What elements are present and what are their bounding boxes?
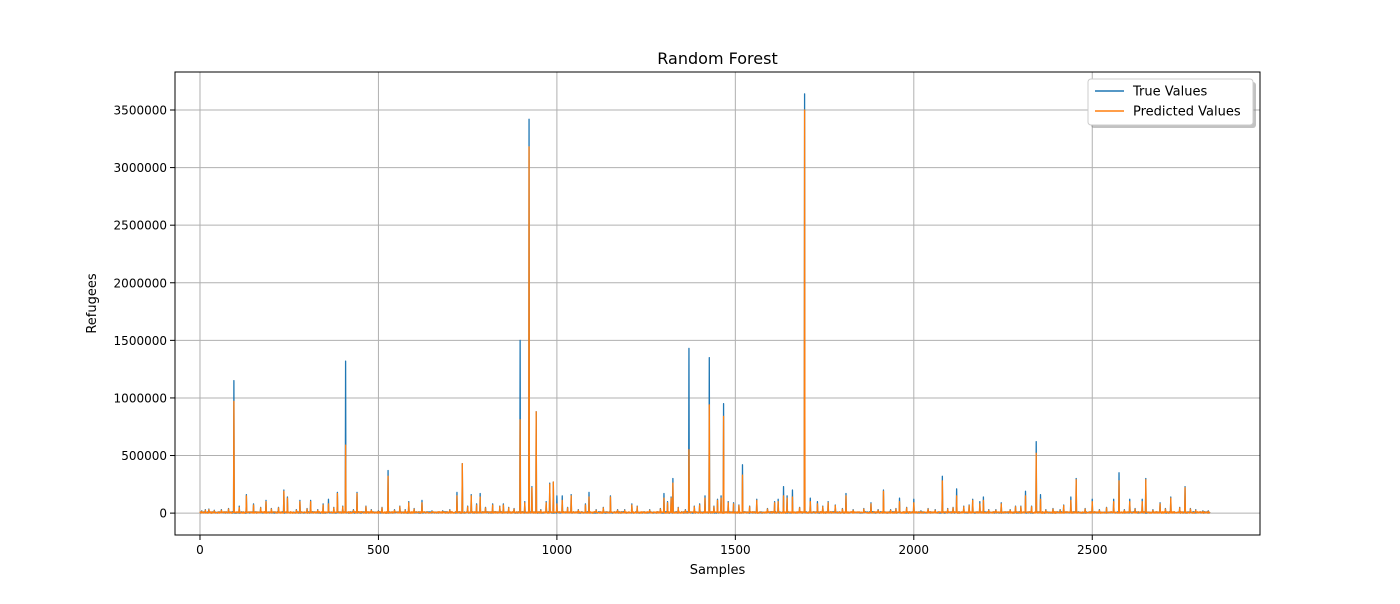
x-tick-label: 0 xyxy=(196,543,204,557)
series-lines xyxy=(199,93,1211,514)
y-tick-label: 3000000 xyxy=(114,161,167,175)
x-tick-label: 500 xyxy=(367,543,390,557)
y-tick-label: 500000 xyxy=(121,449,167,463)
series-line-predicted-values xyxy=(199,109,1211,514)
legend: True Values Predicted Values xyxy=(1087,78,1256,128)
series-line-true-values xyxy=(199,93,1211,514)
y-axis-ticks: 0 500000 1000000 1500000 2000000 2500000 30000… xyxy=(114,104,175,521)
grid xyxy=(175,72,1260,535)
plot-frame xyxy=(174,71,1261,536)
chart-title: Random Forest xyxy=(657,49,777,68)
y-tick-label: 0 xyxy=(159,507,167,521)
legend-box xyxy=(1087,78,1254,126)
y-tick-label: 1500000 xyxy=(114,334,167,348)
y-tick-label: 1000000 xyxy=(114,391,167,405)
legend-label-true-values: True Values xyxy=(1132,85,1207,100)
y-tick-label: 2500000 xyxy=(114,219,167,233)
y-tick-label: 3500000 xyxy=(114,104,167,118)
x-axis-label: Samples xyxy=(690,563,746,578)
x-tick-label: 2500 xyxy=(1077,543,1108,557)
y-axis-label: Refugees xyxy=(85,273,100,334)
x-tick-label: 1000 xyxy=(542,543,573,557)
y-tick-label: 2000000 xyxy=(114,276,167,290)
x-tick-label: 1500 xyxy=(720,543,751,557)
x-tick-label: 2000 xyxy=(899,543,930,557)
x-axis-ticks: 0 500 1000 1500 2000 2500 xyxy=(196,535,1108,557)
legend-label-predicted-values: Predicted Values xyxy=(1133,105,1241,120)
